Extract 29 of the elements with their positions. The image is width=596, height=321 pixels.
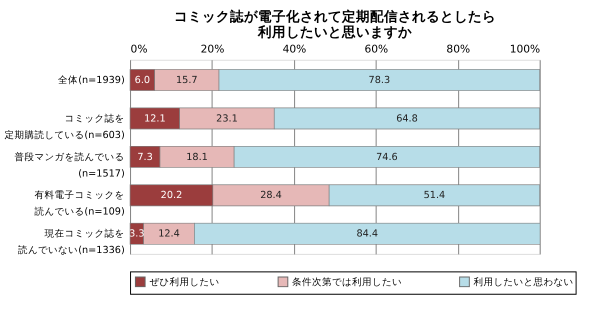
data-label: 12.1: [144, 113, 166, 124]
data-label: 6.0: [134, 74, 150, 86]
x-tick-label: 40%: [282, 42, 306, 56]
data-label: 7.3: [137, 152, 153, 163]
data-label: 84.4: [356, 228, 378, 240]
data-label: 28.4: [260, 190, 282, 202]
data-label: 15.7: [176, 74, 198, 86]
data-label: 12.4: [158, 228, 180, 240]
data-label: 74.6: [376, 152, 398, 163]
legend-label: 条件次第では利用したい: [292, 276, 402, 288]
x-tick-label: 0%: [130, 42, 148, 56]
legend-label: ぜひ利用したい: [149, 276, 220, 288]
data-label: 64.8: [396, 113, 418, 124]
x-tick-label: 20%: [200, 42, 224, 56]
x-tick-label: 60%: [364, 42, 388, 56]
data-label: 23.1: [216, 113, 238, 124]
chart-title: コミック誌が電子化されて定期配信されるとしたら利用したいと思いますか: [174, 8, 496, 41]
data-label: 20.2: [160, 190, 182, 202]
y-tick-label: 有料電子コミックを読んでいる(n=109): [34, 189, 125, 218]
y-tick-label: 現在コミック誌を読んでいない(n=1336): [18, 228, 125, 256]
legend-label: 利用したいと思わない: [474, 276, 574, 288]
data-label: 51.4: [424, 190, 446, 202]
x-tick-label: 100%: [510, 42, 540, 56]
y-tick-label: 全体(n=1939): [58, 74, 125, 86]
data-label: 18.1: [186, 152, 208, 163]
y-tick-label: コミック誌を定期購読している(n=603): [4, 112, 125, 141]
y-tick-label: 普段マンガを読んでいる(n=1517): [14, 150, 125, 180]
x-tick-label: 80%: [446, 42, 470, 56]
data-label: 78.3: [368, 74, 390, 86]
